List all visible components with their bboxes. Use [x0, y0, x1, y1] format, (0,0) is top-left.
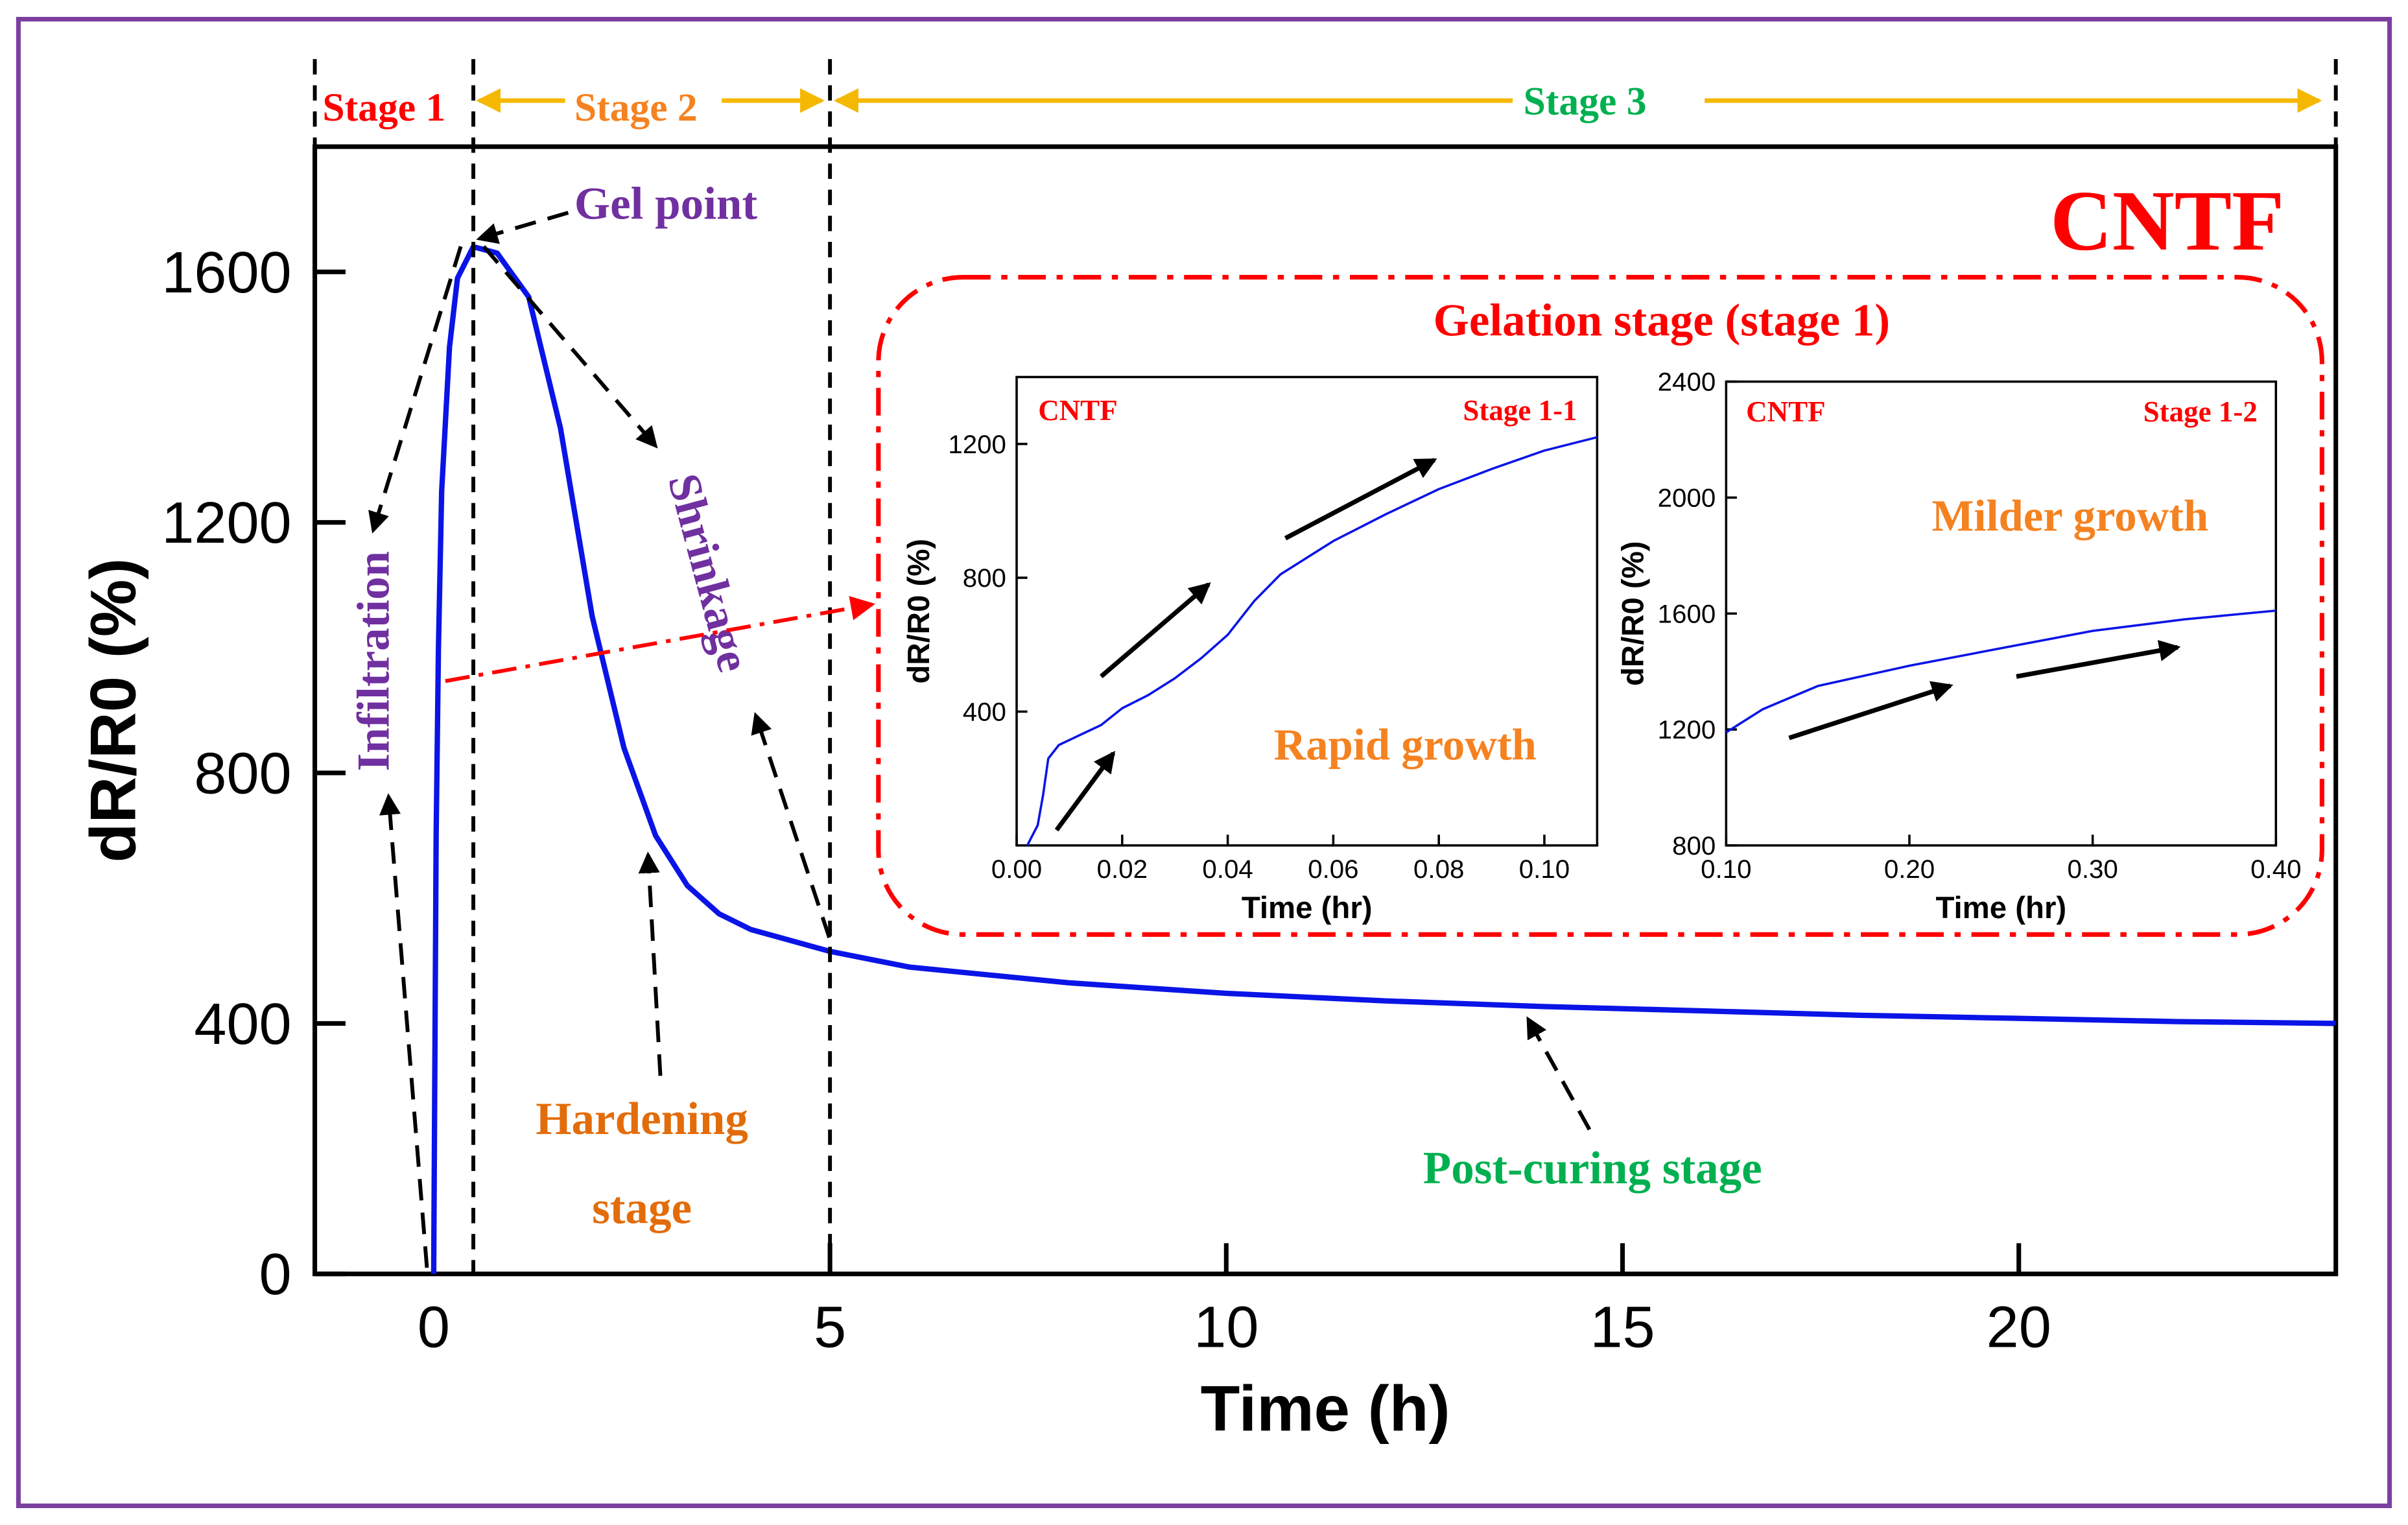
y-tick-label: 0	[259, 1242, 292, 1307]
annotation-arrow	[379, 793, 429, 1268]
series-line-cntf	[1725, 609, 2276, 734]
y-tick-label: 2400	[1658, 368, 1716, 397]
stage-2-label: Stage 2	[574, 86, 698, 130]
cntf-title: CNTF	[2050, 173, 2284, 268]
series-line-cntf	[431, 244, 2336, 1274]
x-tick-label: 0.10	[1701, 855, 1751, 884]
y-tick-label: 1200	[1658, 715, 1716, 744]
post-curing-label: Post-curing stage	[1423, 1143, 1762, 1194]
hardening-label: Hardening	[536, 1094, 748, 1144]
gelation-box	[876, 274, 2324, 937]
y-tick-label: 1600	[161, 241, 291, 305]
growth-arrow	[1099, 582, 1211, 679]
y-axis-label: dR/R0 (%)	[77, 558, 149, 863]
x-axis-label: Time (hr)	[1935, 891, 2066, 925]
y-tick-label: 800	[194, 742, 291, 807]
annotation-arrow	[368, 246, 463, 534]
x-tick-label: 0.30	[2067, 855, 2118, 884]
x-tick-label: 0.08	[1413, 855, 1464, 884]
x-axis-label: Time (h)	[1201, 1373, 1450, 1445]
y-tick-label: 400	[963, 698, 1006, 727]
x-tick-label: 20	[1987, 1295, 2051, 1360]
inset-stage-label: Stage 1-2	[2143, 396, 2258, 428]
y-tick-label: 400	[194, 992, 291, 1057]
hardening-stage-label: stage	[592, 1183, 692, 1234]
gelation-title: Gelation stage (stage 1)	[1434, 296, 1890, 346]
plot-frame	[1015, 375, 1599, 847]
x-tick-label: 0.40	[2250, 855, 2301, 884]
y-axis-label: dR/R0 (%)	[1616, 541, 1650, 686]
y-tick-label: 1200	[948, 430, 1006, 459]
inset-stage-label: Stage 1-1	[1463, 394, 1577, 427]
inset-stage-1-1: 0.00 0.02 0.04 0.06 0.08 0.10 400 800 1200 Time (…	[902, 375, 1599, 925]
x-tick-label: 5	[814, 1295, 846, 1360]
x-tick-label: 0.02	[1097, 855, 1148, 884]
growth-arrow	[1788, 681, 1954, 740]
growth-arrow	[1284, 458, 1437, 541]
y-tick-label: 1200	[161, 491, 291, 556]
x-tick-label: 10	[1194, 1295, 1258, 1360]
x-tick-label: 0.00	[991, 855, 1042, 884]
x-tick-label: 0.20	[1884, 855, 1935, 884]
x-tick-label: 0.04	[1202, 855, 1253, 884]
x-axis-label: Time (hr)	[1242, 891, 1373, 925]
inset-cntf-label: CNTF	[1038, 394, 1118, 427]
annotation-arrow	[1526, 1016, 1592, 1131]
gel-point-label: Gel point	[574, 179, 758, 230]
y-tick-label: 800	[1672, 831, 1716, 860]
rapid-growth-label: Rapid growth	[1274, 720, 1537, 769]
y-tick-label: 1600	[1658, 599, 1716, 628]
milder-growth-label: Milder growth	[1932, 491, 2209, 540]
y-tick-label: 2000	[1658, 484, 1716, 513]
annotation-arrow	[751, 712, 831, 938]
inset-cntf-label: CNTF	[1746, 396, 1825, 428]
x-tick-label: 0	[418, 1295, 450, 1360]
main-chart: 0 5 10 15 20 0 400 800 1200 1600 Time (h) dR/R0 (%)	[77, 59, 2339, 1445]
annotation-arrow	[482, 245, 658, 449]
series-line-cntf	[1026, 436, 1598, 846]
x-tick-label: 15	[1590, 1295, 1655, 1360]
growth-arrow	[2016, 640, 2181, 679]
plot-frame	[313, 144, 2339, 1277]
x-tick-label: 0.10	[1519, 855, 1570, 884]
x-tick-label: 0.06	[1308, 855, 1358, 884]
growth-arrow	[1054, 750, 1116, 832]
stage-1-label: Stage 1	[322, 86, 445, 130]
inset-stage-1-2: 0.10 0.20 0.30 0.40 800 1200 1600 2000 2400 Time …	[1616, 368, 2301, 925]
annotation-arrow	[638, 851, 663, 1076]
y-tick-label: 800	[963, 563, 1006, 593]
infiltration-label: Infiltration	[348, 551, 399, 771]
stage-3-label: Stage 3	[1524, 79, 1647, 123]
figure-frame	[16, 17, 2392, 1508]
y-axis-label: dR/R0 (%)	[902, 539, 936, 684]
annotation-arrow	[476, 211, 569, 244]
